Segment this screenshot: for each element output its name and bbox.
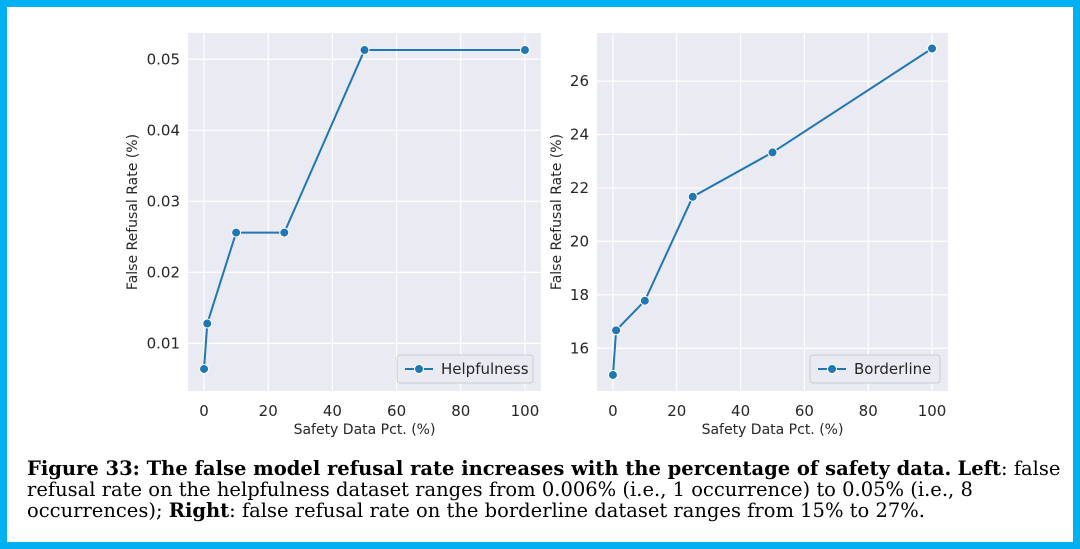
y-axis-label: False Refusal Rate (%) [125, 134, 141, 290]
y-tick-label: 22 [570, 179, 589, 197]
y-tick-label: 0.05 [147, 50, 180, 68]
legend-box [396, 354, 534, 384]
y-tick-label: 18 [570, 286, 589, 304]
y-tick-label: 0.01 [147, 334, 180, 352]
series-line [611, 47, 933, 376]
data-point [359, 45, 370, 56]
y-tick-label: 0.03 [147, 192, 180, 210]
data-point [767, 147, 778, 158]
x-tick-label: 80 [451, 402, 470, 420]
x-tick-label: 60 [795, 402, 814, 420]
x-tick-label: 0 [199, 402, 209, 420]
data-point [611, 325, 622, 336]
y-tick-label: 0.02 [147, 263, 180, 281]
x-axis-label: Safety Data Pct. (%) [702, 422, 844, 438]
plot-area [188, 33, 541, 391]
plot-area [597, 33, 948, 391]
x-tick-label: 100 [918, 402, 947, 420]
caption-right-label: Right [168, 499, 230, 522]
legend-box [809, 354, 941, 384]
series-line [203, 49, 525, 370]
data-point [639, 295, 650, 306]
y-axis-label: False Refusal Rate (%) [549, 134, 565, 290]
x-tick-label: 20 [259, 402, 278, 420]
figure-caption: Figure 33: The false model refusal rate … [27, 458, 1067, 521]
x-axis-label: Safety Data Pct. (%) [294, 422, 436, 438]
data-point [231, 227, 242, 238]
y-tick-label: 0.04 [147, 121, 180, 139]
x-tick-label: 40 [323, 402, 342, 420]
chart-panel-right: 0 20 40 60 80 100 16 18 20 22 24 26 Safety Data Pct.… [549, 33, 948, 438]
legend-label: Helpfulness [441, 360, 529, 378]
chart-panel-left: 0 20 40 60 80 100 0.01 0.02 0.03 0.04 0.05 Safety D… [125, 33, 541, 438]
y-tick-label: 16 [570, 339, 589, 357]
caption-figure-label: Figure 33: The false model refusal rate … [27, 457, 952, 480]
caption-right-text: : false refusal rate on the borderline d… [229, 499, 925, 522]
data-point [202, 318, 213, 329]
x-tick-label: 100 [511, 402, 540, 420]
y-tick-label: 26 [570, 72, 589, 90]
legend-point-marker [414, 364, 424, 374]
y-tick-label: 20 [570, 232, 589, 250]
y-tick-label: 24 [570, 126, 589, 144]
legend-label: Borderline [854, 360, 931, 378]
data-point [927, 43, 938, 54]
data-point [199, 363, 210, 374]
x-tick-label: 60 [387, 402, 406, 420]
x-tick-label: 40 [731, 402, 750, 420]
data-point [607, 369, 618, 380]
x-tick-label: 0 [608, 402, 618, 420]
x-tick-label: 20 [667, 402, 686, 420]
data-point [279, 227, 290, 238]
legend-point-marker [827, 364, 837, 374]
data-point [519, 45, 530, 56]
caption-left-label: Left [957, 457, 1002, 480]
x-tick-label: 80 [859, 402, 878, 420]
caption-left-text: : false refusal rate on the helpfulness … [27, 457, 1061, 522]
data-point [687, 191, 698, 202]
